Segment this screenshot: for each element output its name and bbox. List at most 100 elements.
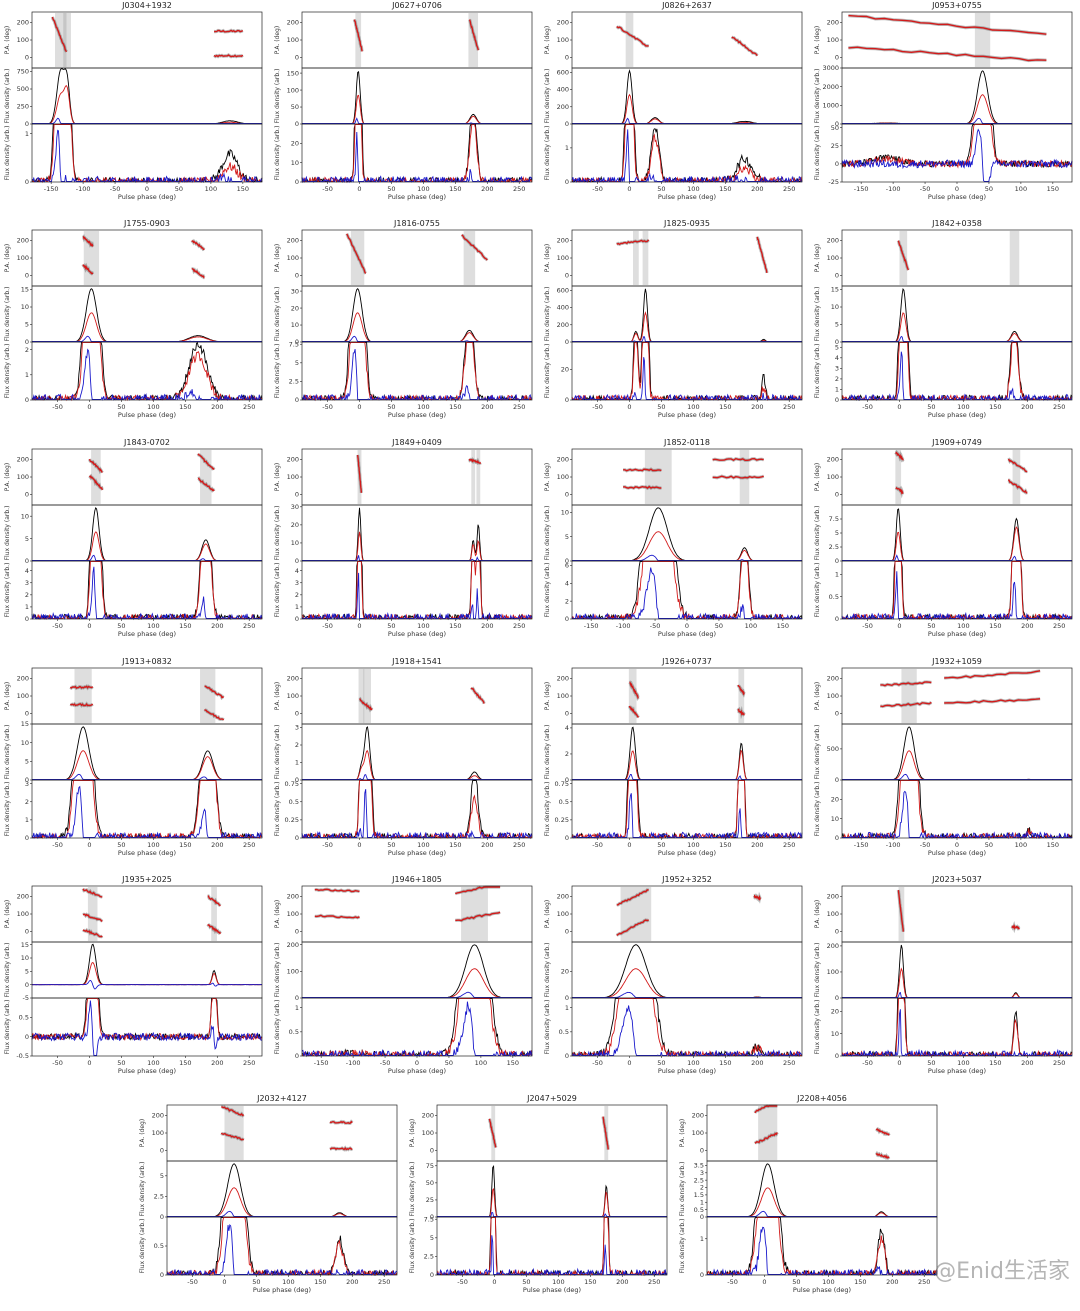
total-intensity-line [842, 944, 1072, 998]
pa-ylabel: P.A. (deg) [139, 1119, 146, 1147]
linear-polarization-line [707, 1187, 937, 1217]
x-tick-label: 0 [87, 403, 91, 411]
flux-ytick-label: 20 [561, 968, 569, 976]
flux-frame [301, 941, 533, 999]
pa-ytick-label: 200 [287, 456, 299, 464]
flux-ytick-label: 0 [25, 776, 29, 784]
total-intensity-line-zoomed [706, 1217, 938, 1277]
x-axis-label: Pulse phase (deg) [118, 1067, 176, 1075]
pa-swing [880, 701, 932, 708]
pa-haze [224, 1106, 244, 1160]
pa-haze [74, 669, 92, 723]
pa-haze [463, 231, 476, 285]
pa-swing [82, 235, 94, 247]
flux-ytick-label: 0 [25, 615, 29, 623]
x-tick-label: 50 [927, 1059, 935, 1067]
flux-ytick-label: 4 [565, 580, 569, 588]
flux-ytick-label: 0 [25, 1033, 29, 1041]
pa-swing [629, 681, 639, 700]
pa-swing [214, 29, 244, 33]
pa-swing [737, 708, 745, 717]
pa-ytick-label: 0 [295, 272, 299, 280]
panel-title: J1852-0118 [663, 438, 710, 447]
x-tick-label: -50 [592, 841, 603, 849]
flux-ytick-label: 0 [565, 557, 569, 565]
flux-ytick-label: 0 [295, 120, 299, 128]
pa-frame [31, 885, 263, 943]
linear-polarization-line [437, 1187, 667, 1217]
x-tick-label: 100 [147, 622, 159, 630]
pa-ytick-label: 100 [287, 910, 299, 918]
flux-ylabel: Flux density (arb.) [274, 126, 281, 181]
flux-frame [436, 1160, 668, 1218]
pa-ytick-label: 200 [692, 1112, 704, 1120]
pa-swing [207, 923, 222, 934]
x-tick-label: -50 [592, 1059, 603, 1067]
flux-ylabel: Flux density (arb.) [814, 126, 821, 181]
flux-ytick-label: 0 [295, 178, 299, 186]
pa-ylabel: P.A. (deg) [544, 463, 551, 491]
pa-ytick-label: 0 [25, 272, 29, 280]
panel-title: J1918+1541 [391, 657, 442, 666]
pa-ytick-label: 100 [827, 692, 839, 700]
linear-polarization-line-zoomed [302, 780, 533, 840]
circular-polarization-line-zoomed [31, 785, 263, 840]
pa-swing [82, 929, 103, 938]
flux-ytick-label: 1 [835, 386, 839, 394]
flux-ytick-label: 2 [295, 591, 299, 599]
pulsar-panel-svg: J1918+1541 0 100 200 P.A. (deg) 0 1 2 3 Flux dens… [274, 657, 533, 857]
x-tick-label: -50 [862, 1059, 873, 1067]
flux-ytick-label: 0 [835, 615, 839, 623]
pa-frame [841, 885, 1073, 943]
linear-polarization-line-zoomed [31, 561, 262, 621]
flux-ylabel: Flux density (arb.) [274, 287, 281, 342]
pa-ytick-label: 100 [287, 692, 299, 700]
flux-ytick-label: 400 [557, 304, 569, 312]
panel-title: J2032+4127 [256, 1094, 307, 1103]
flux-frame-zoomed [31, 997, 263, 1057]
panel-title: J1849+0409 [391, 438, 442, 447]
total-intensity-line-zoomed [841, 342, 1073, 402]
x-tick-label: 100 [957, 622, 969, 630]
pa-swing [737, 684, 745, 696]
flux-frame-zoomed [301, 560, 533, 620]
pa-haze [468, 13, 479, 67]
flux-ytick-label: 0 [295, 994, 299, 1002]
flux-frame [301, 67, 533, 125]
flux-ytick-label: 0 [430, 1271, 434, 1279]
pa-swing [1008, 479, 1028, 494]
pa-ytick-label: 100 [17, 910, 29, 918]
flux-ytick-label: 0 [295, 615, 299, 623]
pa-ytick-label: 100 [17, 473, 29, 481]
pa-ytick-label: 200 [17, 19, 29, 27]
x-tick-label: 200 [886, 1278, 898, 1286]
pa-ytick-label: 100 [692, 1129, 704, 1137]
x-tick-label: 0 [627, 1059, 631, 1067]
flux-ytick-label: 100 [287, 86, 299, 94]
flux-frame [571, 504, 803, 562]
x-tick-label: -50 [920, 841, 931, 849]
pa-swing [329, 1146, 353, 1151]
x-tick-label: 200 [751, 1059, 763, 1067]
x-tick-label: 150 [449, 185, 461, 193]
pa-swing [220, 1132, 245, 1141]
flux-ytick-label: 20 [291, 521, 299, 529]
x-tick-label: 50 [175, 185, 183, 193]
pa-haze [974, 13, 991, 67]
pa-ytick-label: 0 [160, 1147, 164, 1155]
pa-swing [353, 19, 363, 52]
flux-ytick-label: 100 [287, 968, 299, 976]
pa-ytick-label: 0 [835, 928, 839, 936]
pa-swing [1011, 923, 1020, 931]
pa-ylabel: P.A. (deg) [409, 1119, 416, 1147]
flux-ytick-label: 1 [295, 603, 299, 611]
pa-ytick-label: 100 [557, 910, 569, 918]
flux-ytick-label: 20 [291, 140, 299, 148]
x-tick-label: 200 [481, 622, 493, 630]
flux-ytick-label: 0 [835, 557, 839, 565]
flux-ytick-label: 0 [565, 178, 569, 186]
pa-frame [31, 448, 263, 506]
flux-ytick-label: 10 [831, 815, 839, 823]
x-tick-label: 100 [957, 1059, 969, 1067]
pa-ytick-label: 200 [827, 237, 839, 245]
